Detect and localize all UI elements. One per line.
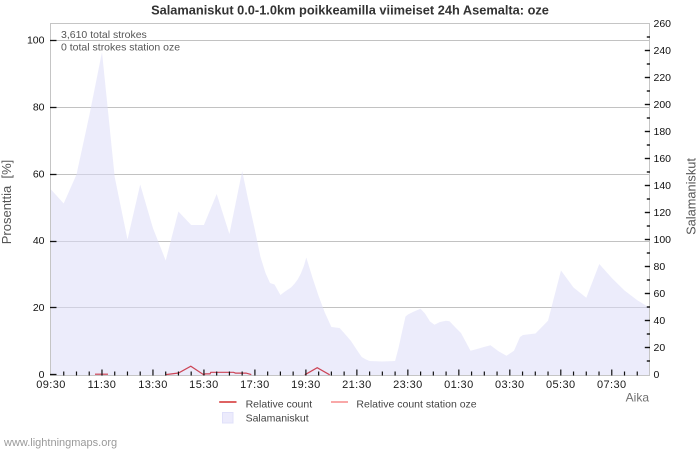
svg-text:Relative count station oze: Relative count station oze — [356, 399, 476, 411]
svg-text:200: 200 — [654, 99, 672, 111]
svg-text:160: 160 — [654, 153, 672, 165]
svg-text:220: 220 — [654, 72, 672, 84]
svg-text:Salamaniskut: Salamaniskut — [246, 413, 309, 425]
svg-text:www.lightningmaps.org: www.lightningmaps.org — [3, 437, 117, 449]
svg-text:0 total strokes station oze: 0 total strokes station oze — [61, 42, 180, 54]
svg-text:21:30: 21:30 — [342, 379, 372, 391]
svg-text:60: 60 — [654, 288, 666, 300]
svg-text:11:30: 11:30 — [88, 379, 117, 391]
svg-text:260: 260 — [654, 18, 672, 30]
svg-text:Salamaniskut: Salamaniskut — [684, 158, 699, 235]
svg-text:Aika: Aika — [626, 391, 650, 405]
svg-text:0: 0 — [654, 369, 660, 381]
svg-text:60: 60 — [33, 168, 45, 180]
svg-text:01:30: 01:30 — [444, 379, 474, 391]
svg-text:100: 100 — [27, 35, 45, 47]
svg-text:05:30: 05:30 — [546, 379, 576, 391]
svg-text:Prosenttia [%]: Prosenttia [%] — [0, 160, 14, 245]
svg-text:240: 240 — [654, 45, 672, 57]
svg-text:Salamaniskut 0.0-1.0km poikkea: Salamaniskut 0.0-1.0km poikkeamilla viim… — [151, 3, 549, 18]
svg-text:40: 40 — [33, 235, 45, 247]
svg-text:3,610 total strokes: 3,610 total strokes — [61, 29, 147, 41]
svg-text:100: 100 — [654, 234, 672, 246]
svg-text:20: 20 — [33, 302, 45, 314]
svg-text:80: 80 — [654, 261, 666, 273]
svg-text:09:30: 09:30 — [36, 379, 66, 391]
svg-text:07:30: 07:30 — [597, 379, 627, 391]
svg-text:19:30: 19:30 — [291, 379, 321, 391]
svg-text:140: 140 — [654, 180, 672, 192]
svg-text:23:30: 23:30 — [393, 379, 423, 391]
svg-text:0: 0 — [39, 369, 45, 381]
svg-text:80: 80 — [33, 101, 45, 113]
svg-text:03:30: 03:30 — [495, 379, 525, 391]
svg-text:17:30: 17:30 — [240, 379, 270, 391]
svg-text:20: 20 — [654, 342, 666, 354]
svg-text:13:30: 13:30 — [138, 379, 168, 391]
svg-text:Relative count: Relative count — [246, 399, 313, 411]
svg-text:15:30: 15:30 — [189, 379, 219, 391]
svg-text:120: 120 — [654, 207, 672, 219]
svg-text:180: 180 — [654, 126, 672, 138]
svg-text:40: 40 — [654, 315, 666, 327]
